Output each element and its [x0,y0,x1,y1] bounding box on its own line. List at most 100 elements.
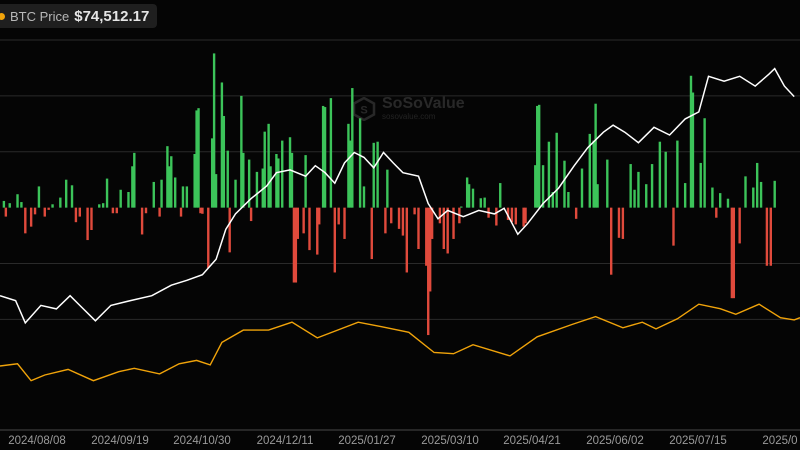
inflow-bar [195,110,198,208]
outflow-bar [29,207,33,227]
x-tick-label: 2024/10/30 [173,435,231,447]
inflow-bar [98,204,101,208]
outflow-bar [370,207,373,260]
inflow-bar [499,183,502,208]
inflow-bar [267,123,270,208]
outflow-bar [715,207,718,218]
x-tick-label: 2024/08/08 [8,435,66,447]
inflow-bar [588,133,591,208]
outflow-bar [318,207,321,225]
inflow-bar [2,200,6,208]
outflow-bar [524,207,527,224]
outflow-bar [427,207,430,336]
outflow-bar [732,207,736,299]
inflow-bar [467,184,471,208]
legend-dot-icon [0,12,5,20]
outflow-bar [111,207,115,214]
inflow-bar [471,188,475,208]
outflow-bar [228,207,231,253]
inflow-bar [8,203,11,208]
inflow-bar [541,165,545,208]
net-inflow-bars [2,53,776,336]
inflow-bar [347,123,350,208]
price-legend: BTC Price $74,512.17 [0,4,158,28]
outflow-bar [78,207,82,217]
inflow-bar [105,178,109,208]
inflow-bar [537,104,541,208]
outflow-bar [430,207,434,239]
outflow-bar [425,207,428,266]
inflow-bar [372,142,375,208]
outflow-bar [207,207,210,268]
outflow-bar [495,207,498,226]
inflow-bar [152,181,155,208]
inflow-bar [226,150,229,208]
inflow-bar [689,75,693,208]
inflow-bar [683,183,687,208]
inflow-bar [210,138,214,208]
cumulative-inflow-line [0,67,795,325]
inflow-bar [131,166,134,208]
outflow-bar [765,207,769,266]
inflow-bar [606,159,609,208]
inflow-bar [275,154,278,208]
outflow-bar [510,207,514,223]
outflow-bar [337,207,340,225]
inflow-bar [691,92,695,208]
inflow-bar [170,156,173,208]
outflow-bar [621,207,625,239]
x-tick-label: 2024/12/11 [257,435,314,447]
outflow-bar [401,207,405,236]
inflow-bar [567,192,570,208]
inflow-bar [664,151,667,208]
outflow-bar [609,207,613,275]
outflow-bar [428,207,432,292]
x-tick-label: 2025/06/02 [586,435,644,447]
inflow-bar [658,141,662,208]
inflow-bar [773,180,776,208]
inflow-bar [212,53,216,208]
x-tick-label: 2024/09/19 [91,435,149,447]
inflow-bar [386,169,389,208]
inflow-bar [323,107,327,208]
inflow-bar [304,155,307,208]
legend-label: BTC Price [10,8,70,24]
inflow-bar [281,140,284,208]
inflow-bar [185,186,189,208]
inflow-bar [20,202,23,208]
outflow-bar [405,207,409,273]
inflow-bar [645,184,648,208]
inflow-bar [650,164,654,208]
inflow-bar [534,165,537,208]
inflow-bar [160,179,163,208]
inflow-bar [269,166,272,208]
outflow-bar [144,207,148,214]
inflow-bar [594,103,597,208]
outflow-bar [417,207,420,249]
x-tick-label: 2025/03/10 [421,435,479,447]
outflow-bar [115,207,118,214]
outflow-bar [769,207,773,266]
inflow-bar [711,187,714,208]
inflow-bar [483,197,486,208]
inflow-bar [290,152,294,208]
grid-lines [0,39,800,320]
legend-value: $74,512.17 [74,7,150,25]
inflow-bar [127,192,130,208]
outflow-bar [302,207,305,234]
inflow-bar [329,98,333,208]
inflow-bar [234,179,237,208]
inflow-bar [173,177,177,208]
inflow-bar [51,204,54,208]
inflow-bar [580,168,584,208]
inflow-bar [362,186,366,208]
outflow-bar [43,207,46,217]
inflow-bar [263,131,266,208]
btc-price-line [0,303,800,382]
inflow-bar [726,198,730,208]
inflow-bar [744,176,747,208]
inflow-bar [676,140,679,208]
inflow-bar [181,186,185,208]
watermark-title: SoSoValue [382,95,465,112]
